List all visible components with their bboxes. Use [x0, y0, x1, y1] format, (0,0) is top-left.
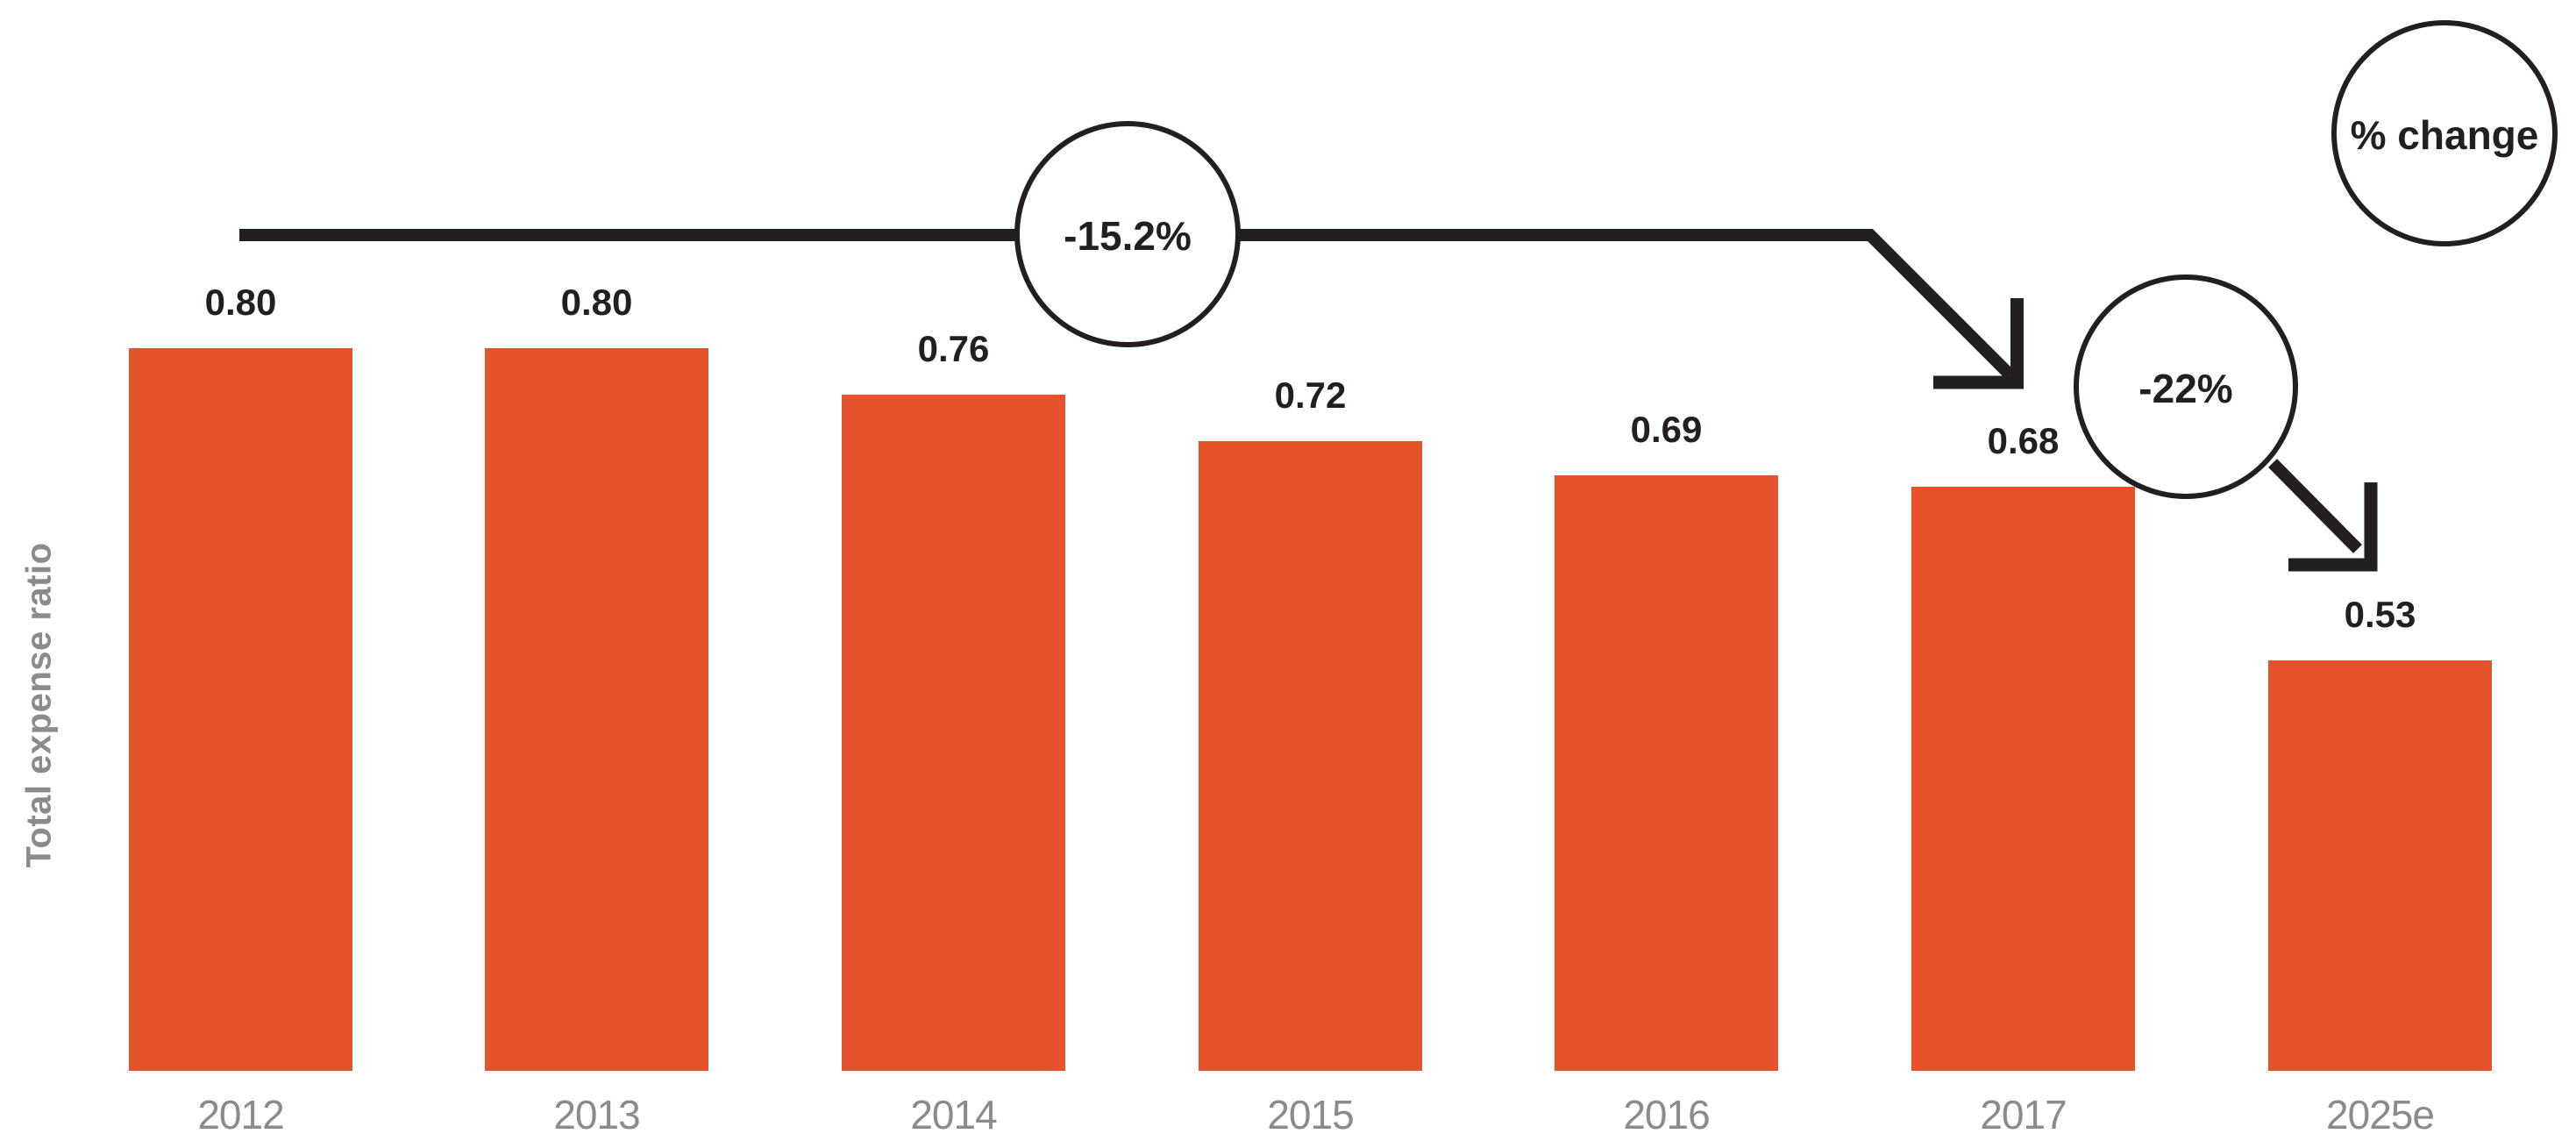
bar-column-2014: 0.76 2014 [842, 0, 1065, 1148]
bar-value-label: 0.68 [1987, 420, 2060, 461]
bar-value-label: 0.53 [2344, 594, 2416, 635]
bar [129, 348, 352, 1071]
y-axis-label: Total expense ratio [19, 542, 59, 868]
x-tick-label: 2012 [197, 1092, 284, 1137]
bar-column-2025e: 0.53 2025e [2268, 0, 2492, 1148]
x-tick-label: 2016 [1623, 1092, 1710, 1137]
bar-column-2013: 0.80 2013 [485, 0, 708, 1148]
bar [1199, 441, 1422, 1071]
pct-change-15-label: -15.2% [1064, 213, 1192, 259]
x-tick-label: 2013 [553, 1092, 640, 1137]
x-tick-label: 2017 [1980, 1092, 2067, 1137]
bar-value-label: 0.72 [1274, 374, 1347, 416]
bar [1555, 475, 1778, 1071]
bar [485, 348, 708, 1071]
pct-change-22-label: -22% [2138, 366, 2232, 411]
bar-column-2012: 0.80 2012 [129, 0, 352, 1148]
bar-value-label: 0.76 [917, 328, 990, 369]
x-tick-label: 2025e [2326, 1092, 2435, 1137]
bar [2268, 660, 2492, 1071]
x-tick-label: 2014 [910, 1092, 997, 1137]
x-tick-label: 2015 [1267, 1092, 1354, 1137]
bar-value-label: 0.80 [204, 282, 277, 323]
bar-column-2016: 0.69 2016 [1555, 0, 1778, 1148]
bar-column-2017: 0.68 2017 [1911, 0, 2135, 1148]
bar [1911, 487, 2135, 1071]
bar [842, 395, 1065, 1071]
bar-column-2015: 0.72 2015 [1199, 0, 1422, 1148]
bar-value-label: 0.80 [560, 282, 633, 323]
bar-value-label: 0.69 [1630, 409, 1703, 450]
